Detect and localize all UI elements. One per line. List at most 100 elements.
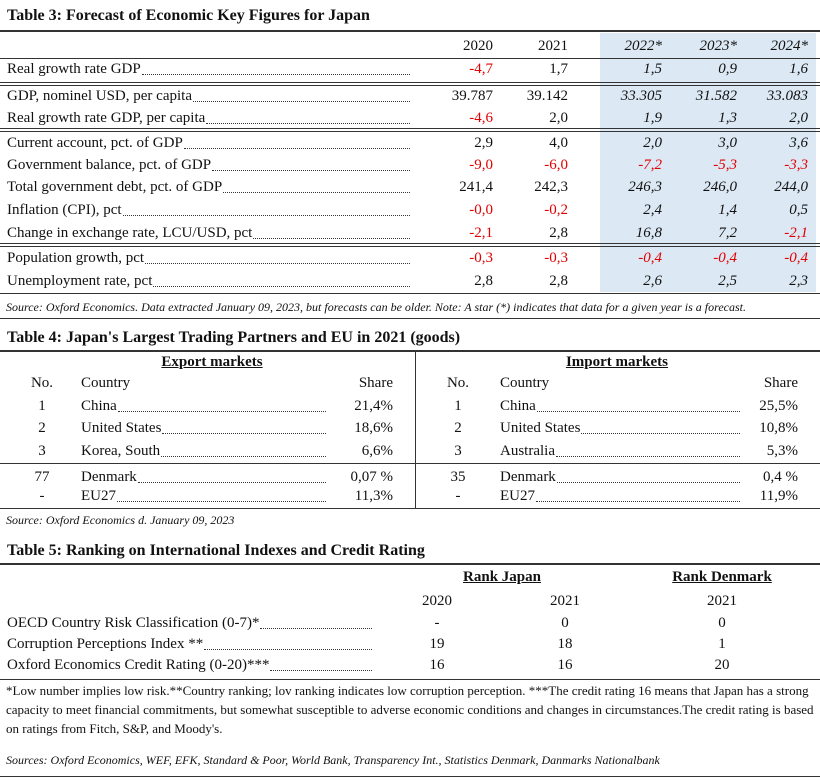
cell: -4,6 <box>469 110 493 126</box>
leader <box>581 433 740 434</box>
country: Australia <box>500 443 555 459</box>
cell: 2,0 <box>789 110 808 126</box>
leader <box>184 148 410 149</box>
cell: 19 <box>429 636 445 652</box>
rank: 35 <box>450 469 466 485</box>
cell: 16 <box>429 657 445 673</box>
panel-heading: Export markets <box>161 354 263 370</box>
panel-heading: Import markets <box>565 354 669 370</box>
rank: - <box>455 488 461 504</box>
source: Source: Oxford Economics. Data extracted… <box>6 300 746 314</box>
cell: 1,4 <box>718 202 737 218</box>
cell: -7,2 <box>638 157 662 173</box>
forecast-shade <box>600 33 816 292</box>
cell: 242,3 <box>534 179 568 195</box>
leader <box>260 628 372 629</box>
leader <box>153 286 410 287</box>
leader <box>117 501 326 502</box>
cell: 0,9 <box>718 61 737 77</box>
rank: 3 <box>454 443 462 459</box>
cell: 7,2 <box>718 225 737 241</box>
leader <box>557 482 740 483</box>
leader <box>193 101 410 102</box>
row-label: Government balance, pct. of GDP <box>7 157 212 173</box>
cell: 2,8 <box>549 273 568 289</box>
cell: 241,4 <box>459 179 493 195</box>
rule <box>0 463 820 464</box>
country: China <box>500 398 536 414</box>
cell: 4,0 <box>549 135 568 151</box>
rank: 1 <box>38 398 46 414</box>
cell: - <box>434 615 440 631</box>
rule <box>0 776 820 777</box>
rank: 2 <box>454 420 462 436</box>
column-header: 2020 <box>463 38 493 54</box>
country: Denmark <box>81 469 137 485</box>
column-header: Share <box>763 375 798 391</box>
rule <box>0 293 820 294</box>
cell: 1,5 <box>643 61 662 77</box>
share: 0,4 % <box>763 469 798 485</box>
column-header: No. <box>30 375 54 391</box>
rank: - <box>39 488 45 504</box>
cell: 246,0 <box>703 179 737 195</box>
column-header: No. <box>446 375 470 391</box>
leader <box>138 482 326 483</box>
row-label: Real growth rate GDP, per capita <box>7 110 206 126</box>
cell: 2,5 <box>718 273 737 289</box>
cell: -0,2 <box>544 202 568 218</box>
row-label: Real growth rate GDP <box>7 61 141 77</box>
leader <box>145 263 410 264</box>
cell: -0,3 <box>469 250 493 266</box>
cell: 246,3 <box>628 179 662 195</box>
leader <box>556 456 740 457</box>
column-header: Share <box>358 375 393 391</box>
row-label: Current account, pct. of GDP <box>7 135 183 151</box>
rule <box>0 82 820 83</box>
rule <box>0 30 820 32</box>
cell: -0,4 <box>638 250 662 266</box>
divider <box>415 352 416 508</box>
country: Korea, South <box>81 443 161 459</box>
cell: 2,6 <box>643 273 662 289</box>
column-header: 2021 <box>707 593 737 609</box>
cell: 18 <box>557 636 573 652</box>
cell: 2,0 <box>643 135 662 151</box>
share: 11,3% <box>354 488 393 504</box>
cell: 1,3 <box>718 110 737 126</box>
leader <box>253 238 410 239</box>
cell: 0,5 <box>789 202 808 218</box>
leader <box>536 501 740 502</box>
cell: -4,7 <box>469 61 493 77</box>
column-header: 2024* <box>770 38 809 54</box>
cell: 33.305 <box>620 88 662 104</box>
table-title: Table 3: Forecast of Economic Key Figure… <box>7 7 370 24</box>
rule <box>0 246 820 247</box>
cell: 2,3 <box>789 273 808 289</box>
cell: -6,0 <box>544 157 568 173</box>
cell: -0,4 <box>713 250 737 266</box>
row-label: Oxford Economics Credit Rating (0-20)*** <box>7 657 270 673</box>
column-header: 2021 <box>550 593 580 609</box>
cell: -2,1 <box>784 225 808 241</box>
rule <box>0 131 820 132</box>
leader <box>142 74 410 75</box>
cell: 1,9 <box>643 110 662 126</box>
cell: 16,8 <box>635 225 662 241</box>
cell: 2,8 <box>474 273 493 289</box>
leader <box>123 215 410 216</box>
leader <box>161 456 326 457</box>
row-label: Inflation (CPI), pct <box>7 202 122 218</box>
share: 11,9% <box>759 488 798 504</box>
column-header: Country <box>500 375 550 391</box>
rule <box>0 243 820 244</box>
share: 18,6% <box>354 420 393 436</box>
row-label: GDP, nominel USD, per capita <box>7 88 192 104</box>
leader <box>537 411 740 412</box>
leader <box>212 170 410 171</box>
cell: 39.787 <box>451 88 493 104</box>
cell: 1,6 <box>789 61 808 77</box>
cell: 244,0 <box>774 179 808 195</box>
cell: 2,4 <box>643 202 662 218</box>
